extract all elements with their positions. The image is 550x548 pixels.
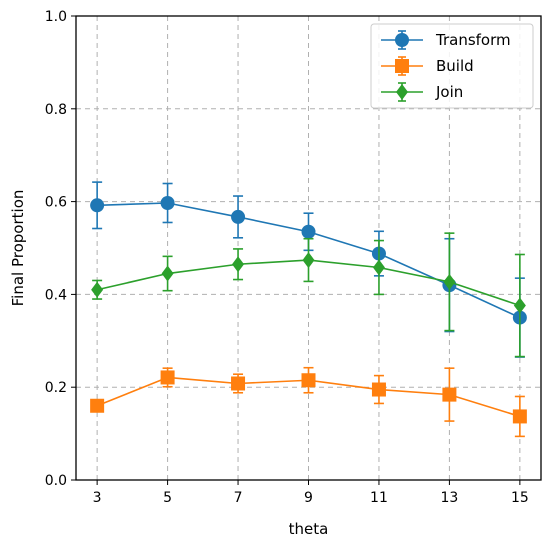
data-point (512, 409, 527, 424)
series-join (91, 232, 526, 358)
y-axis-label: Final Proportion (9, 190, 27, 307)
axis-ticks: 3 5 7 9 11 13 15 0.0 0.2 0.4 0.6 0.8 1.0 (45, 9, 529, 506)
x-tick-label: 11 (370, 490, 388, 506)
x-tick-label: 13 (440, 490, 458, 506)
legend-item: Build (381, 56, 474, 76)
legend-marker (396, 84, 408, 100)
series-build (90, 366, 527, 438)
legend-box (370, 23, 534, 109)
data-point (160, 195, 175, 210)
legend-label: Build (436, 57, 474, 75)
data-point (302, 252, 315, 269)
y-tick-label: 0.6 (45, 195, 67, 211)
data-point (91, 281, 104, 298)
y-tick-label: 1.0 (45, 9, 67, 25)
legend: Transform Build Join (370, 23, 534, 109)
data-point (443, 273, 456, 290)
data-point (231, 376, 246, 391)
y-tick-label: 0.8 (45, 102, 67, 118)
data-point (161, 265, 174, 282)
data-point (301, 224, 316, 239)
y-tick-label: 0.2 (45, 380, 67, 396)
y-tick-label: 0.0 (45, 473, 67, 489)
data-point (442, 387, 457, 402)
legend-item: Join (381, 82, 463, 102)
x-tick-label: 9 (304, 490, 313, 506)
data-point (301, 373, 316, 388)
data-point (232, 256, 245, 273)
data-point (160, 370, 175, 385)
legend-marker (395, 33, 409, 47)
x-tick-label: 5 (163, 490, 172, 506)
legend-label: Join (435, 83, 463, 101)
data-point (372, 259, 385, 276)
y-tick-label: 0.4 (45, 287, 67, 303)
data-point (90, 398, 105, 413)
series-layer (90, 181, 527, 438)
x-axis-label: theta (289, 520, 329, 538)
legend-item: Transform (381, 30, 511, 50)
legend-label: Transform (435, 31, 511, 49)
x-tick-label: 15 (511, 490, 529, 506)
data-point (371, 382, 386, 397)
data-point (231, 209, 246, 224)
x-tick-label: 3 (93, 490, 102, 506)
data-point (90, 198, 105, 213)
data-point (513, 297, 526, 314)
legend-marker (395, 59, 409, 73)
x-tick-label: 7 (234, 490, 243, 506)
